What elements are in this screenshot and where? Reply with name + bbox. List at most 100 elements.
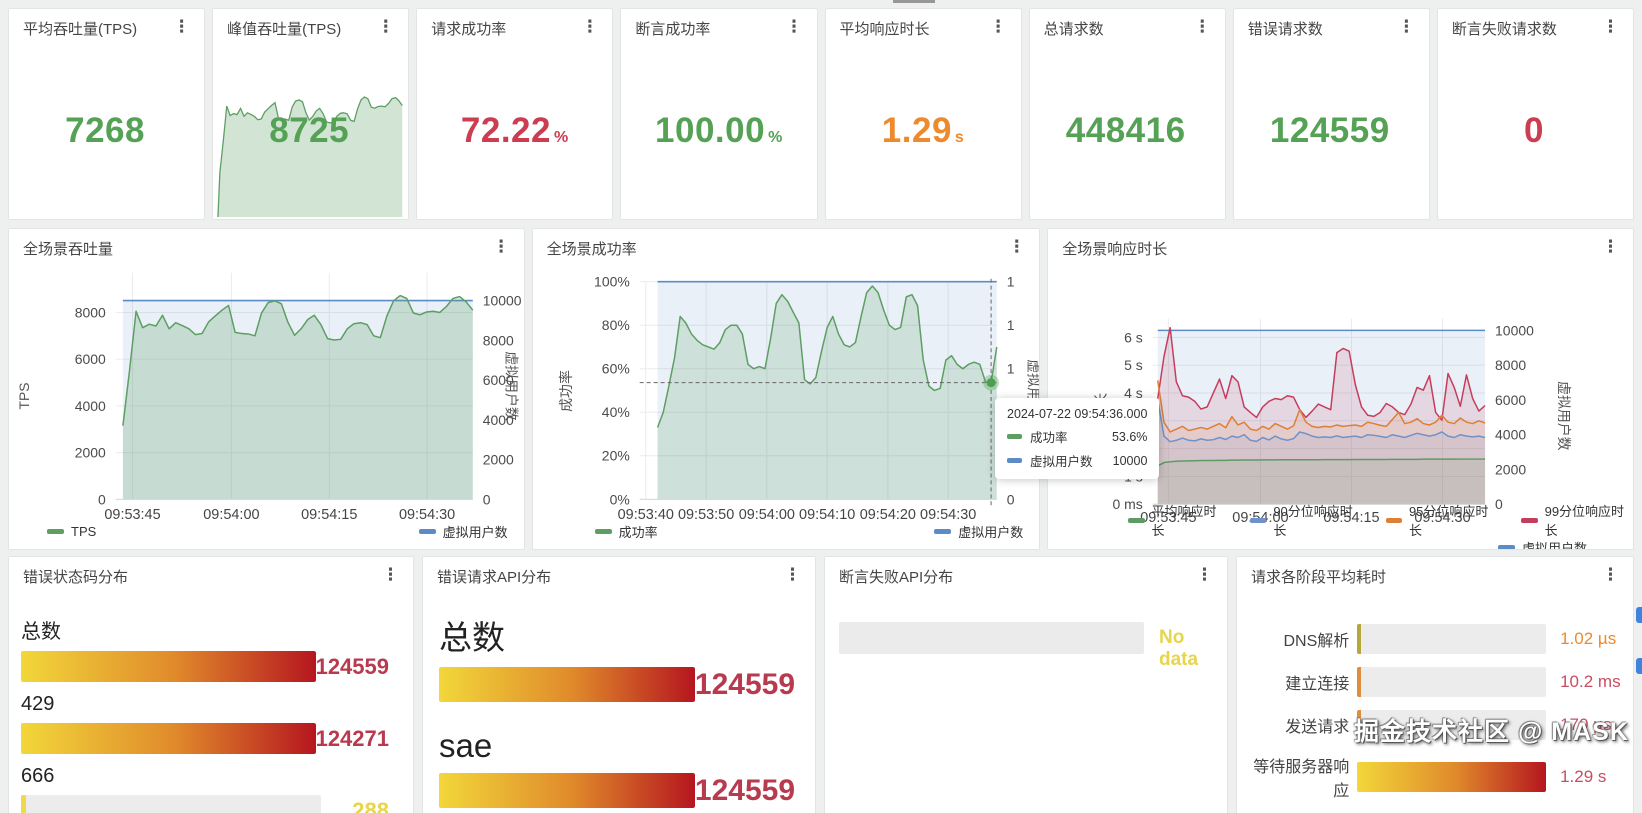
kebab-menu-icon[interactable]: ⋮ (382, 565, 399, 584)
stat-card-avg-tps: 平均吞吐量(TPS) ⋮ 7268 (8, 8, 206, 220)
series-marker (1007, 434, 1022, 439)
stage-bar-track (1357, 624, 1547, 654)
svg-text:虚拟用户数: 虚拟用户数 (504, 351, 520, 421)
stat-cards-row: 平均吞吐量(TPS) ⋮ 7268 峰值吞吐量(TPS) ⋮ 8725 请求成功率 ⋮… (8, 8, 1634, 220)
p90-rt-legend-marker (1250, 517, 1267, 523)
vu-legend-marker (418, 529, 436, 534)
bar-fill (21, 795, 27, 813)
svg-text:09:53:50: 09:53:50 (678, 507, 734, 523)
stage-bar-fill (1357, 710, 1362, 740)
bar-label: sae (439, 727, 493, 764)
card-title: 总请求数 (1043, 21, 1104, 38)
svg-text:4000: 4000 (75, 398, 106, 414)
legend-item-p95-rt[interactable]: 95分位响应时长 (1385, 501, 1498, 539)
svg-text:TPS: TPS (16, 382, 32, 409)
legend-item-virtual-users[interactable]: 虚拟用户数 (1497, 538, 1587, 549)
bar-fill (439, 667, 695, 702)
stage-value: 10.2 ms (1560, 671, 1621, 691)
series-marker (1007, 458, 1022, 463)
svg-text:6 s: 6 s (1124, 329, 1143, 345)
stage-bar-fill (1357, 667, 1362, 697)
chart-title: 全场景成功率 (546, 241, 637, 258)
kebab-menu-icon[interactable]: ⋮ (1602, 17, 1619, 36)
card-title: 请求成功率 (431, 21, 507, 38)
svg-text:60%: 60% (601, 361, 629, 377)
kebab-menu-icon[interactable]: ⋮ (377, 17, 395, 36)
stage-row: 建立连接 10.2 ms (1249, 667, 1625, 697)
svg-text:09:54:10: 09:54:10 (799, 507, 855, 523)
kebab-menu-icon[interactable]: ⋮ (173, 17, 191, 36)
legend-item-avg-rt[interactable]: 平均响应时长 (1128, 501, 1226, 539)
bar-track (21, 795, 321, 813)
card-value: 448416 (1065, 111, 1186, 150)
cut-off-ui-fragment (1636, 607, 1642, 623)
kebab-menu-icon[interactable]: ⋮ (492, 237, 510, 256)
chart-tooltip: 2024-07-22 09:54:36.000 成功率 53.6% 虚拟用户数 … (995, 398, 1160, 479)
stage-bar-track (1357, 667, 1547, 697)
svg-text:4000: 4000 (483, 412, 514, 428)
legend-item-p90-rt[interactable]: 90分位响应时长 (1250, 501, 1362, 539)
stage-value: 170 µs (1560, 714, 1612, 734)
svg-text:虚拟用户数: 虚拟用户数 (1556, 381, 1572, 451)
kebab-menu-icon[interactable]: ⋮ (1193, 17, 1211, 36)
card-title: 平均响应时长 (839, 21, 930, 38)
svg-text:8000: 8000 (75, 304, 106, 320)
bar-track (21, 651, 316, 682)
legend-item-p99-rt[interactable]: 99分位响应时长 (1521, 501, 1633, 539)
stage-value: 1.02 µs (1560, 628, 1617, 648)
charts-row: 全场景吞吐量 ⋮ 0 2000 4000 6000 8000 0 2000 4000 6000 80… (8, 228, 1634, 550)
card-value: 100.00% (655, 111, 783, 150)
kebab-menu-icon[interactable]: ⋮ (581, 17, 599, 36)
svg-text:100%: 100% (594, 274, 630, 290)
card-value: 124559 (1269, 111, 1390, 150)
avg-rt-legend-marker (1128, 517, 1145, 523)
panel-response-time-chart: 全场景响应时长⋮ 0 ms1 s2 s3 s4 s5 s6 s020004000… (1047, 228, 1634, 550)
svg-text:8000: 8000 (1495, 357, 1526, 373)
legend-item-virtual-users[interactable]: 虚拟用户数 (418, 522, 508, 541)
bar-label: 429 (21, 693, 55, 715)
legend-item-success-rate[interactable]: 成功率 (594, 522, 658, 541)
kebab-menu-icon[interactable]: ⋮ (989, 17, 1007, 36)
stage-label: 等待服务器响应 (1253, 759, 1350, 800)
svg-text:09:54:00: 09:54:00 (738, 507, 794, 523)
throughput-chart: 0 2000 4000 6000 8000 0 2000 4000 6000 8000 10000 0… (16, 272, 522, 523)
kebab-menu-icon[interactable]: ⋮ (1008, 237, 1026, 256)
stat-card-peak-tps: 峰值吞吐量(TPS) ⋮ 8725 (212, 8, 410, 220)
card-value: 1.29 s (881, 111, 965, 150)
svg-text:0: 0 (483, 491, 491, 507)
svg-text:成功率: 成功率 (558, 370, 574, 412)
empty-bar-track (839, 622, 1144, 654)
bar-value: 288 (352, 797, 389, 813)
kebab-menu-icon[interactable]: ⋮ (1602, 565, 1619, 584)
svg-text:6000: 6000 (75, 351, 106, 367)
bar-row: 429 124271 (21, 693, 389, 754)
panel-error-status-codes: 错误状态码分布 ⋮ 总数 124559 429 124271 666 288 (8, 556, 414, 813)
bar-track (21, 723, 316, 754)
kebab-menu-icon[interactable]: ⋮ (785, 17, 803, 36)
bar-fill (21, 651, 316, 682)
svg-text:09:53:40: 09:53:40 (617, 507, 673, 523)
stat-card-assert-failed-requests: 断言失败请求数 ⋮ 0 (1436, 8, 1634, 220)
card-title: 峰值吞吐量(TPS) (227, 21, 342, 38)
legend-item-virtual-users[interactable]: 虚拟用户数 (934, 522, 1023, 541)
card-value: 7268 (65, 111, 145, 150)
kebab-menu-icon[interactable]: ⋮ (784, 565, 801, 584)
kebab-menu-icon[interactable]: ⋮ (1196, 565, 1213, 584)
panel-throughput-chart: 全场景吞吐量 ⋮ 0 2000 4000 6000 8000 0 2000 4000 6000 80… (8, 228, 525, 550)
bar-label: 总数 (439, 619, 505, 656)
kebab-menu-icon[interactable]: ⋮ (1397, 17, 1415, 36)
bar-row: 666 288 (21, 765, 389, 813)
bar-fill (439, 773, 695, 808)
svg-text:09:54:30: 09:54:30 (920, 507, 976, 523)
vu-legend-marker (1497, 545, 1515, 549)
svg-text:09:54:15: 09:54:15 (301, 507, 357, 523)
svg-text:10000: 10000 (483, 293, 522, 309)
svg-text:09:54:30: 09:54:30 (399, 507, 455, 523)
svg-text:4 s: 4 s (1124, 385, 1143, 401)
panel-title: 错误请求API分布 (437, 569, 552, 586)
stage-bar-track (1357, 762, 1547, 792)
legend-item-tps[interactable]: TPS (47, 524, 96, 539)
bar-track (439, 773, 695, 808)
stat-card-request-success-rate: 请求成功率 ⋮ 72.22% (416, 8, 614, 220)
kebab-menu-icon[interactable]: ⋮ (1602, 237, 1619, 256)
